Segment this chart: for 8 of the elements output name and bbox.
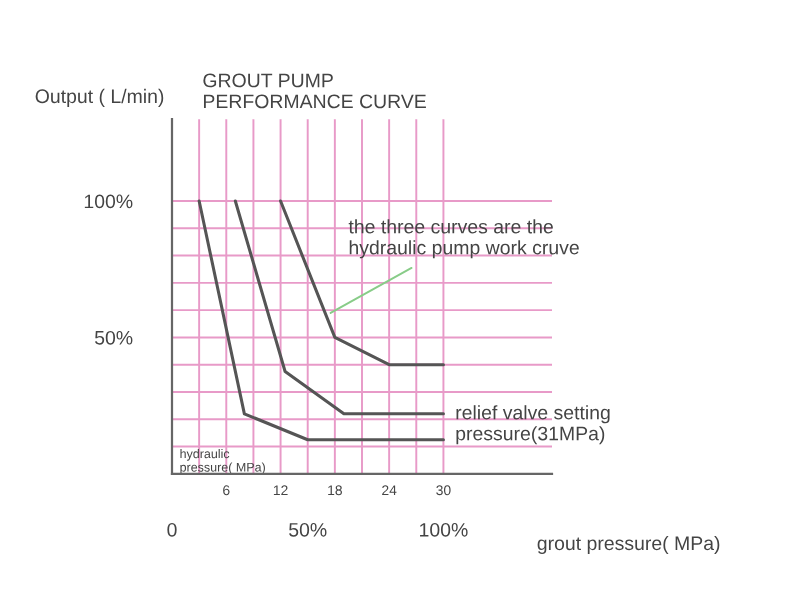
x2-axis-title: grout pressure( MPa) <box>537 535 720 554</box>
x2-tick-label: 50% <box>289 522 327 537</box>
y-axis-title: Output ( L/min) <box>35 88 164 107</box>
x2-tick-label: 100% <box>420 522 468 537</box>
annotation: the three curves are the hydraulic pump work cruve <box>348 219 579 259</box>
x2-tick-label: 0 <box>167 522 177 537</box>
annotation: relief valve setting pressure(31MPa) <box>456 405 610 445</box>
chart-title: GROUT PUMP PERFORMANCE CURVE <box>203 73 426 109</box>
